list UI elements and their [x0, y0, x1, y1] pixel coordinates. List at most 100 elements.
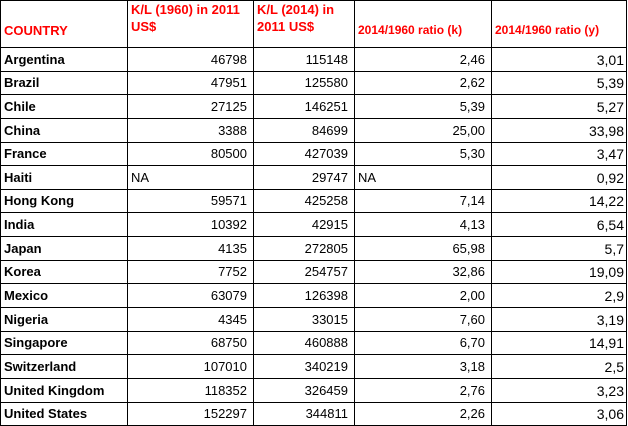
cell-country: Korea: [0, 259, 128, 285]
table-row: Singapore 68750 460888 6,70 14,91: [0, 330, 627, 356]
cell-kl-1960: 10392: [127, 212, 254, 238]
cell-country: United States: [0, 401, 128, 426]
cell-kl-1960: 63079: [127, 283, 254, 309]
cell-kl-2014: 33015: [253, 307, 355, 332]
cell-country: India: [0, 212, 128, 238]
cell-ratio-y: 3,47: [491, 141, 627, 167]
table-row: Brazil 47951 125580 2,62 5,39: [0, 70, 627, 96]
cell-ratio-k: 4,13: [354, 212, 492, 238]
cell-kl-2014: 272805: [253, 236, 355, 261]
cell-ratio-y: 3,19: [491, 307, 627, 332]
cell-kl-2014: 29747: [253, 165, 355, 190]
cell-kl-2014: 125580: [253, 70, 355, 96]
table-row: United States 152297 344811 2,26 3,06: [0, 401, 627, 426]
cell-ratio-y: 2,5: [491, 354, 627, 379]
cell-kl-1960: 47951: [127, 70, 254, 96]
cell-kl-2014: 425258: [253, 188, 355, 214]
cell-kl-2014: 254757: [253, 259, 355, 285]
header-ratio-y: 2014/1960 ratio (y): [491, 0, 627, 48]
cell-ratio-y: 3,06: [491, 401, 627, 426]
cell-ratio-y: 6,54: [491, 212, 627, 238]
cell-kl-1960: 152297: [127, 401, 254, 426]
header-kl-1960: K/L (1960) in 2011 US$: [127, 0, 254, 48]
cell-kl-2014: 326459: [253, 377, 355, 403]
table-row: Mexico 63079 126398 2,00 2,9: [0, 283, 627, 309]
cell-ratio-k: NA: [354, 165, 492, 190]
cell-country: Haiti: [0, 165, 128, 190]
cell-country: China: [0, 117, 128, 143]
cell-ratio-k: 6,70: [354, 330, 492, 356]
cell-kl-2014: 460888: [253, 330, 355, 356]
table-row: Haiti NA 29747 NA 0,92: [0, 165, 627, 190]
cell-ratio-k: 5,30: [354, 141, 492, 167]
cell-ratio-k: 7,60: [354, 307, 492, 332]
cell-kl-1960: 107010: [127, 354, 254, 379]
cell-country: Mexico: [0, 283, 128, 309]
cell-country: Switzerland: [0, 354, 128, 379]
table-row: China 3388 84699 25,00 33,98: [0, 117, 627, 143]
cell-kl-1960: 46798: [127, 47, 254, 72]
cell-ratio-y: 2,9: [491, 283, 627, 309]
cell-ratio-y: 3,01: [491, 47, 627, 72]
cell-kl-1960: 3388: [127, 117, 254, 143]
header-ratio-k: 2014/1960 ratio (k): [354, 0, 492, 48]
cell-ratio-k: 5,39: [354, 94, 492, 119]
cell-kl-2014: 84699: [253, 117, 355, 143]
cell-kl-1960: 4345: [127, 307, 254, 332]
cell-kl-2014: 340219: [253, 354, 355, 379]
cell-country: Argentina: [0, 47, 128, 72]
cell-kl-2014: 126398: [253, 283, 355, 309]
cell-country: Japan: [0, 236, 128, 261]
cell-country: Brazil: [0, 70, 128, 96]
header-row: COUNTRY K/L (1960) in 2011 US$ K/L (2014…: [0, 0, 627, 48]
cell-ratio-k: 2,46: [354, 47, 492, 72]
cell-ratio-y: 14,22: [491, 188, 627, 214]
cell-country: Hong Kong: [0, 188, 128, 214]
table-row: Hong Kong 59571 425258 7,14 14,22: [0, 188, 627, 214]
cell-ratio-k: 2,76: [354, 377, 492, 403]
cell-ratio-y: 14,91: [491, 330, 627, 356]
table-row: India 10392 42915 4,13 6,54: [0, 212, 627, 238]
header-kl-2014: K/L (2014) in 2011 US$: [253, 0, 355, 48]
table-row: Chile 27125 146251 5,39 5,27: [0, 94, 627, 119]
cell-ratio-y: 5,39: [491, 70, 627, 96]
cell-kl-2014: 344811: [253, 401, 355, 426]
cell-ratio-k: 25,00: [354, 117, 492, 143]
cell-ratio-k: 2,62: [354, 70, 492, 96]
header-country: COUNTRY: [0, 0, 128, 48]
cell-country: Nigeria: [0, 307, 128, 332]
cell-kl-1960: 4135: [127, 236, 254, 261]
cell-ratio-y: 5,7: [491, 236, 627, 261]
cell-kl-1960: NA: [127, 165, 254, 190]
table-row: Switzerland 107010 340219 3,18 2,5: [0, 354, 627, 379]
cell-kl-1960: 118352: [127, 377, 254, 403]
table-body: Argentina 46798 115148 2,46 3,01 Brazil 47951 1…: [0, 47, 627, 426]
cell-kl-2014: 146251: [253, 94, 355, 119]
table-row: Argentina 46798 115148 2,46 3,01: [0, 47, 627, 72]
cell-ratio-k: 32,86: [354, 259, 492, 285]
cell-kl-1960: 68750: [127, 330, 254, 356]
table-row: Nigeria 4345 33015 7,60 3,19: [0, 307, 627, 332]
cell-ratio-k: 3,18: [354, 354, 492, 379]
table-row: Japan 4135 272805 65,98 5,7: [0, 236, 627, 261]
cell-kl-1960: 59571: [127, 188, 254, 214]
cell-ratio-y: 19,09: [491, 259, 627, 285]
table-row: Korea 7752 254757 32,86 19,09: [0, 259, 627, 285]
cell-country: United Kingdom: [0, 377, 128, 403]
cell-ratio-y: 5,27: [491, 94, 627, 119]
cell-country: Chile: [0, 94, 128, 119]
cell-kl-2014: 427039: [253, 141, 355, 167]
cell-kl-1960: 80500: [127, 141, 254, 167]
cell-kl-2014: 115148: [253, 47, 355, 72]
cell-kl-1960: 27125: [127, 94, 254, 119]
cell-ratio-k: 65,98: [354, 236, 492, 261]
cell-country: Singapore: [0, 330, 128, 356]
table-header: COUNTRY K/L (1960) in 2011 US$ K/L (2014…: [0, 0, 627, 48]
table-row: France 80500 427039 5,30 3,47: [0, 141, 627, 167]
cell-country: France: [0, 141, 128, 167]
cell-ratio-y: 3,23: [491, 377, 627, 403]
cell-ratio-y: 0,92: [491, 165, 627, 190]
cell-ratio-k: 2,26: [354, 401, 492, 426]
cell-ratio-k: 2,00: [354, 283, 492, 309]
